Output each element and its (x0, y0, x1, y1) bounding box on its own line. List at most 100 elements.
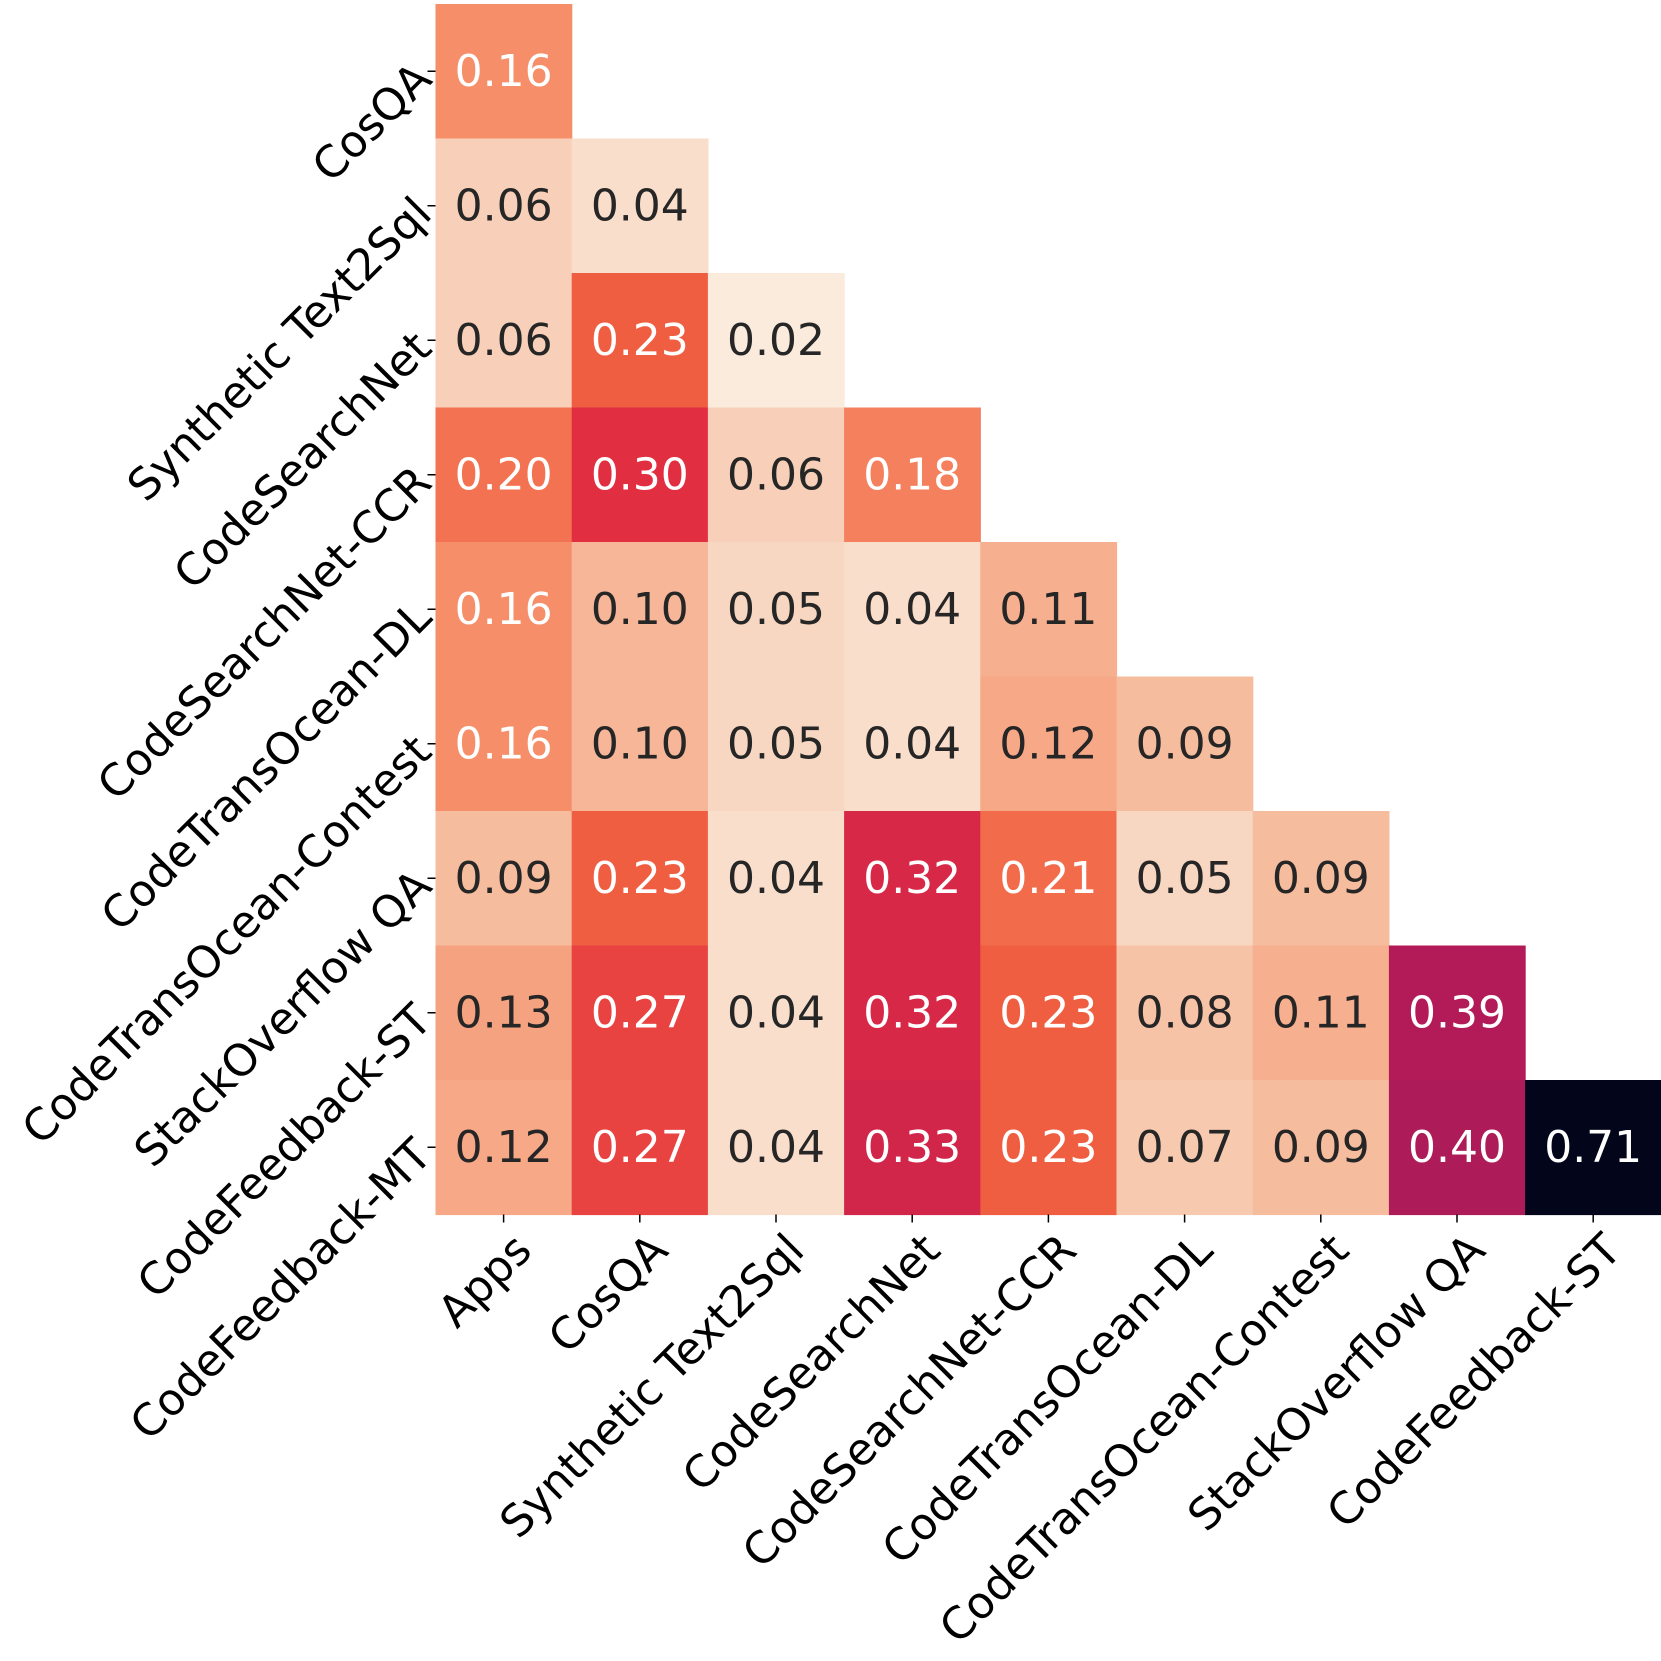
cell-value-label: 0.33 (863, 1122, 961, 1173)
cell-value-label: 0.06 (455, 180, 553, 231)
cell-value-label: 0.27 (591, 987, 689, 1038)
heatmap-cell (1116, 811, 1254, 947)
heatmap-cell (844, 407, 981, 543)
heatmap-cell (1252, 811, 1390, 947)
heatmap-cell (435, 1080, 573, 1216)
heatmap-cell (980, 676, 1118, 812)
cell-value-label: 0.07 (1136, 1122, 1234, 1173)
heatmap-cell (707, 676, 845, 812)
cell-value-label: 0.11 (1272, 987, 1370, 1038)
heatmap-cell (1252, 945, 1390, 1081)
cell-value-label: 0.09 (1272, 853, 1370, 904)
cell-value-label: 0.10 (591, 718, 689, 769)
cell-value-label: 0.12 (999, 718, 1097, 769)
heatmap-cell (844, 676, 981, 812)
cell-value-label: 0.04 (863, 718, 961, 769)
heatmap-cell (980, 811, 1118, 947)
heatmap-cell (1116, 945, 1254, 1081)
heatmap-cell (435, 4, 573, 140)
heatmap-cell (1525, 1080, 1661, 1216)
heatmap-cell (707, 542, 845, 678)
cell-value-label: 0.32 (863, 853, 961, 904)
heatmap-cell (435, 273, 573, 409)
cell-value-label: 0.18 (863, 449, 961, 500)
cell-value-label: 0.40 (1408, 1122, 1506, 1173)
heatmap-cell (1252, 1080, 1390, 1216)
cell-value-label: 0.30 (591, 449, 689, 500)
cell-value-label: 0.10 (591, 584, 689, 635)
cell-value-label: 0.06 (727, 449, 825, 500)
heatmap-cell (571, 407, 709, 543)
y-tick-label-codesearchnet: CodeSearchNet (164, 322, 441, 599)
cell-value-label: 0.71 (1544, 1122, 1642, 1173)
heatmap-cell (844, 542, 981, 678)
cell-value-label: 0.21 (999, 853, 1097, 904)
cell-value-label: 0.09 (1136, 718, 1234, 769)
heatmap-cell (844, 1080, 981, 1216)
cell-value-label: 0.16 (455, 584, 553, 635)
heatmap-cell (435, 542, 573, 678)
heatmap-cell (1116, 676, 1254, 812)
heatmap-cell (980, 945, 1118, 1081)
x-tick-label-apps: Apps (429, 1224, 542, 1337)
cell-value-label: 0.05 (727, 584, 825, 635)
cell-value-label: 0.04 (863, 584, 961, 635)
heatmap-cell (707, 1080, 845, 1216)
cell-value-label: 0.04 (727, 987, 825, 1038)
heatmap-cell (980, 1080, 1118, 1216)
cell-value-label: 0.13 (455, 987, 553, 1038)
cell-value-label: 0.06 (455, 315, 553, 366)
cell-value-label: 0.09 (1272, 1122, 1370, 1173)
heatmap-cell (435, 138, 573, 274)
cell-value-label: 0.16 (455, 718, 553, 769)
heatmap-cell (571, 1080, 709, 1216)
cell-value-label: 0.23 (591, 315, 689, 366)
cell-value-label: 0.23 (999, 987, 1097, 1038)
cell-value-label: 0.09 (455, 853, 553, 904)
heatmap-cell (707, 811, 845, 947)
cell-value-label: 0.12 (455, 1122, 553, 1173)
cell-value-label: 0.23 (591, 853, 689, 904)
y-tick-label-cosqa: CosQA (303, 53, 442, 192)
heatmap-cell (571, 542, 709, 678)
heatmap-cell (1116, 1080, 1254, 1216)
heatmap-cell-labels: 0.16 0.06 0.04 0.06 0.23 0.02 0.20 0.30 0.06 0.18… (455, 46, 1643, 1173)
cell-value-label: 0.39 (1408, 987, 1506, 1038)
cell-value-label: 0.16 (455, 46, 553, 97)
heatmap-cell (1388, 945, 1526, 1081)
heatmap-cells (435, 4, 1661, 1216)
heatmap-cell (1388, 1080, 1526, 1216)
x-tick-label-codesearchnet: CodeSearchNet (673, 1224, 950, 1501)
cell-value-label: 0.32 (863, 987, 961, 1038)
heatmap-cell (707, 945, 845, 1081)
heatmap-cell (844, 945, 981, 1081)
cell-value-label: 0.02 (727, 315, 825, 366)
heatmap-cell (571, 138, 709, 274)
cell-value-label: 0.20 (455, 449, 553, 500)
heatmap-cell (571, 945, 709, 1081)
heatmap-cell (435, 811, 573, 947)
heatmap-cell (571, 273, 709, 409)
heatmap-cell (571, 811, 709, 947)
cell-value-label: 0.23 (999, 1122, 1097, 1173)
heatmap-cell (435, 676, 573, 812)
heatmap-cell (571, 676, 709, 812)
heatmap-cell (707, 273, 845, 409)
cell-value-label: 0.08 (1136, 987, 1234, 1038)
cell-value-label: 0.27 (591, 1122, 689, 1173)
cell-value-label: 0.04 (727, 853, 825, 904)
cell-value-label: 0.11 (999, 584, 1097, 635)
heatmap-cell (980, 542, 1118, 678)
cell-value-label: 0.05 (1136, 853, 1234, 904)
heatmap-cell (844, 811, 981, 947)
heatmap-cell (435, 407, 573, 543)
heatmap-cell (707, 407, 845, 543)
cell-value-label: 0.04 (591, 180, 689, 231)
heatmap-cell (435, 945, 573, 1081)
x-tick-label-cosqa: CosQA (539, 1224, 678, 1363)
cell-value-label: 0.04 (727, 1122, 825, 1173)
cell-value-label: 0.05 (727, 718, 825, 769)
